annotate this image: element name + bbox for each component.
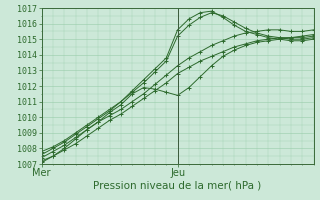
X-axis label: Pression niveau de la mer( hPa ): Pression niveau de la mer( hPa ): [93, 181, 262, 191]
